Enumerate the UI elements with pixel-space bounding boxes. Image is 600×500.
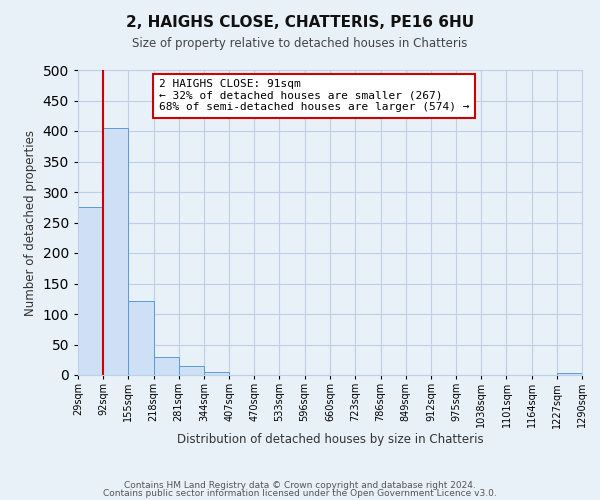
Bar bbox=[204, 372, 229, 375]
Bar bbox=[154, 358, 179, 375]
Text: Contains HM Land Registry data © Crown copyright and database right 2024.: Contains HM Land Registry data © Crown c… bbox=[124, 480, 476, 490]
Y-axis label: Number of detached properties: Number of detached properties bbox=[24, 130, 37, 316]
Bar bbox=[78, 207, 103, 375]
Bar bbox=[128, 300, 154, 375]
X-axis label: Distribution of detached houses by size in Chatteris: Distribution of detached houses by size … bbox=[176, 433, 484, 446]
Bar bbox=[179, 366, 204, 375]
Bar bbox=[557, 373, 582, 375]
Text: Contains public sector information licensed under the Open Government Licence v3: Contains public sector information licen… bbox=[103, 489, 497, 498]
Bar bbox=[103, 128, 128, 375]
Text: 2 HAIGHS CLOSE: 91sqm
← 32% of detached houses are smaller (267)
68% of semi-det: 2 HAIGHS CLOSE: 91sqm ← 32% of detached … bbox=[158, 79, 469, 112]
Text: Size of property relative to detached houses in Chatteris: Size of property relative to detached ho… bbox=[133, 38, 467, 51]
Text: 2, HAIGHS CLOSE, CHATTERIS, PE16 6HU: 2, HAIGHS CLOSE, CHATTERIS, PE16 6HU bbox=[126, 15, 474, 30]
